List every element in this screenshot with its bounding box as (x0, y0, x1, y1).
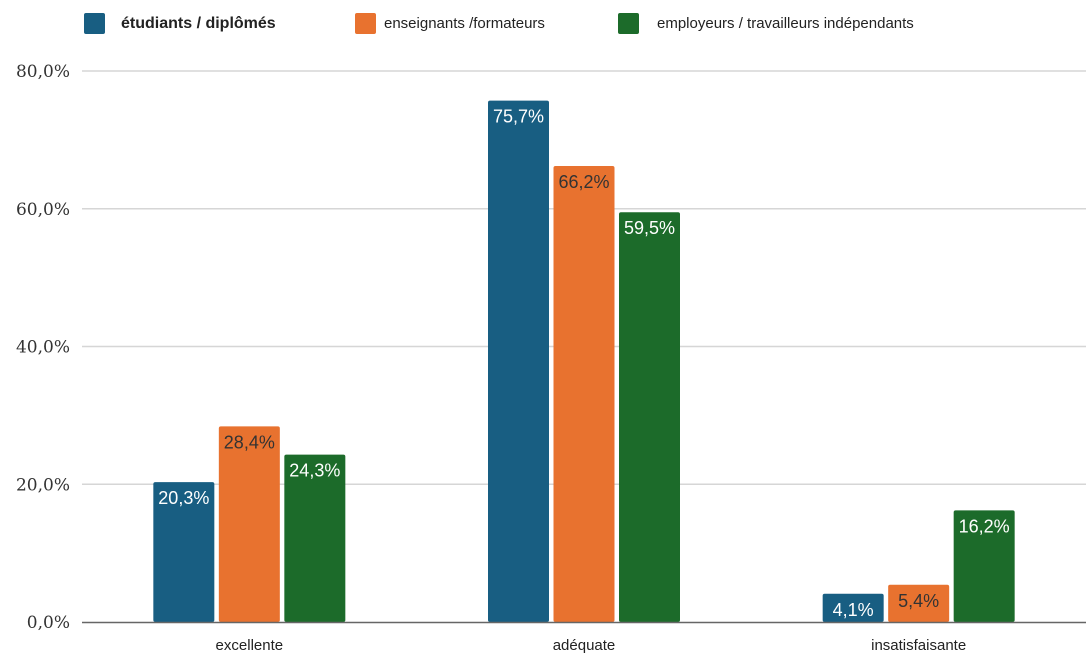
bars (153, 100, 1015, 623)
legend-label: enseignants /formateurs (384, 15, 545, 32)
bar-1-0 (218, 426, 280, 622)
y-tick-label: 80,0% (16, 62, 70, 82)
data-label: 4,1% (833, 600, 874, 620)
y-tick-label: 0,0% (27, 613, 70, 633)
data-label: 75,7% (493, 107, 544, 127)
x-tick-label: adéquate (553, 637, 616, 654)
bar-2-2 (953, 510, 1015, 622)
y-tick-label: 40,0% (16, 338, 70, 358)
data-label: 5,4% (898, 591, 939, 611)
data-label: 66,2% (558, 172, 609, 192)
y-tick-label: 60,0% (16, 200, 70, 220)
bar-0-2 (822, 593, 884, 622)
legend-swatch (84, 13, 105, 34)
y-tick-label: 20,0% (16, 475, 70, 495)
data-label: 28,4% (224, 432, 275, 452)
legend-swatch (618, 13, 639, 34)
x-tick-label: insatisfaisante (871, 637, 966, 654)
data-labels: 20,3% 28,4% 24,3% 75,7% 66,2% 59,5% 4,1% 5,4% 16… (158, 107, 1009, 620)
legend: étudiants / diplômés enseignants /formate… (84, 13, 914, 34)
y-axis-ticks: 0,0% 20,0% 40,0% 60,0% 80,0% (16, 62, 70, 633)
data-label: 59,5% (624, 218, 675, 238)
data-label: 16,2% (959, 516, 1010, 536)
x-axis: excellente adéquate insatisfaisante (82, 621, 1086, 654)
data-label: 24,3% (289, 461, 340, 481)
bar-0-0 (153, 482, 215, 622)
legend-label: employeurs / travailleurs indépendants (657, 15, 914, 32)
bar-2-1 (619, 212, 680, 622)
legend-label: étudiants / diplômés (121, 15, 276, 32)
bar-1-2 (888, 584, 950, 622)
bar-2-0 (284, 454, 346, 622)
bar-1-1 (553, 166, 615, 623)
bar-0-1 (488, 100, 549, 622)
data-label: 20,3% (158, 488, 209, 508)
legend-swatch (355, 13, 376, 34)
x-tick-label: excellente (216, 637, 284, 654)
